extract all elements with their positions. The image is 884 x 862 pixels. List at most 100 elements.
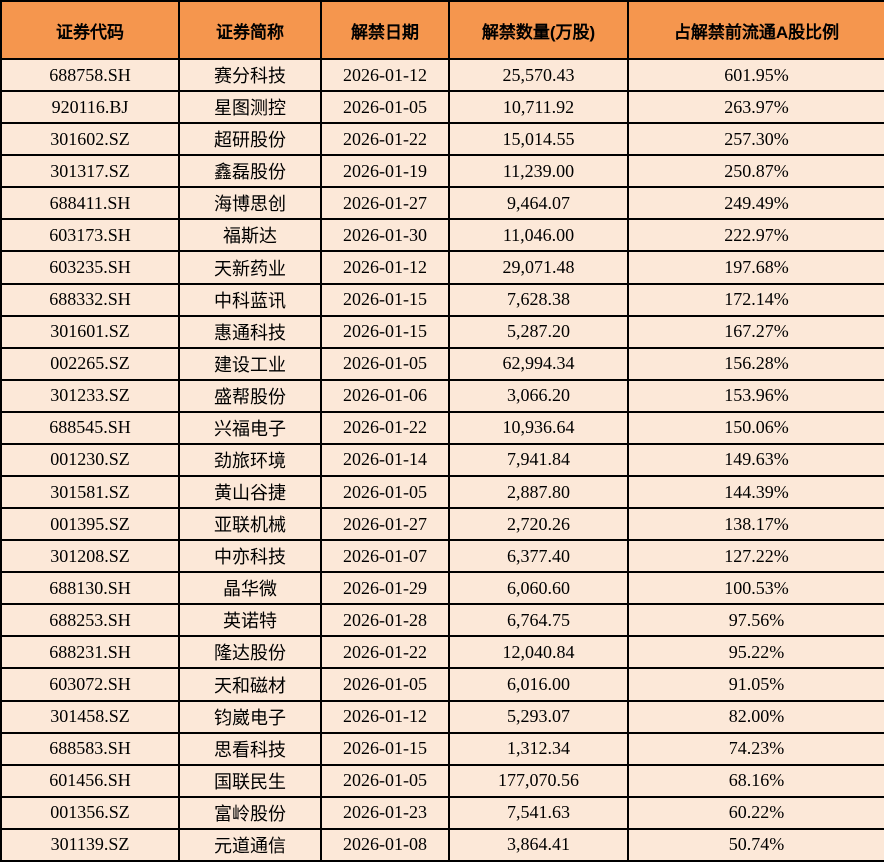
table-row: 688411.SH 海博思创 2026-01-27 9,464.07 249.49% xyxy=(0,186,884,221)
table-row: 301317.SZ 鑫磊股份 2026-01-19 11,239.00 250.87% xyxy=(0,154,884,189)
table-row: 688332.SH 中科蓝讯 2026-01-15 7,628.38 172.14% xyxy=(0,282,884,317)
cell-unlock-quantity: 5,293.07 xyxy=(448,699,629,734)
cell-security-code: 001230.SZ xyxy=(0,442,180,478)
table-row: 301233.SZ 盛帮股份 2026-01-06 3,066.20 153.96% xyxy=(0,378,884,413)
cell-ratio-before-unlock: 222.97% xyxy=(627,218,884,253)
cell-unlock-date: 2026-01-12 xyxy=(320,699,450,734)
cell-unlock-date: 2026-01-05 xyxy=(320,763,450,798)
cell-ratio-before-unlock: 197.68% xyxy=(627,250,884,285)
cell-security-code: 688231.SH xyxy=(0,635,180,670)
cell-security-code: 301581.SZ xyxy=(0,475,180,510)
cell-unlock-date: 2026-01-15 xyxy=(320,282,450,317)
cell-security-name: 海博思创 xyxy=(178,186,322,221)
cell-unlock-quantity: 11,046.00 xyxy=(448,218,629,253)
cell-ratio-before-unlock: 68.16% xyxy=(627,763,884,798)
cell-security-name: 盛帮股份 xyxy=(178,378,322,413)
cell-unlock-quantity: 6,764.75 xyxy=(448,603,629,638)
cell-security-name: 福斯达 xyxy=(178,218,322,253)
cell-security-name: 富岭股份 xyxy=(178,795,322,830)
cell-security-name: 隆达股份 xyxy=(178,635,322,670)
cell-unlock-date: 2026-01-22 xyxy=(320,410,450,445)
cell-unlock-date: 2026-01-05 xyxy=(320,90,450,125)
cell-security-code: 688253.SH xyxy=(0,603,180,638)
table-header-row: 证券代码 证券简称 解禁日期 解禁数量(万股) 占解禁前流通A股比例 xyxy=(0,0,884,60)
cell-ratio-before-unlock: 263.97% xyxy=(627,90,884,125)
cell-unlock-quantity: 7,628.38 xyxy=(448,282,629,317)
cell-unlock-date: 2026-01-15 xyxy=(320,731,450,766)
cell-unlock-quantity: 7,541.63 xyxy=(448,795,629,830)
cell-unlock-date: 2026-01-30 xyxy=(320,218,450,253)
cell-security-code: 301233.SZ xyxy=(0,378,180,413)
cell-unlock-quantity: 177,070.56 xyxy=(448,763,629,798)
header-security-name: 证券简称 xyxy=(178,0,322,60)
cell-security-name: 建设工业 xyxy=(178,346,322,381)
table-row: 301458.SZ 钧崴电子 2026-01-12 5,293.07 82.00% xyxy=(0,699,884,734)
header-ratio-before-unlock: 占解禁前流通A股比例 xyxy=(627,0,884,60)
cell-security-name: 天新药业 xyxy=(178,250,322,285)
cell-unlock-quantity: 6,016.00 xyxy=(448,667,629,702)
cell-security-name: 国联民生 xyxy=(178,763,322,798)
cell-unlock-quantity: 10,936.64 xyxy=(448,410,629,445)
cell-ratio-before-unlock: 167.27% xyxy=(627,314,884,349)
cell-security-name: 兴福电子 xyxy=(178,410,322,445)
table-row: 920116.BJ 星图测控 2026-01-05 10,711.92 263.97% xyxy=(0,90,884,125)
cell-security-name: 超研股份 xyxy=(178,122,322,157)
cell-security-code: 301208.SZ xyxy=(0,539,180,574)
table-row: 603173.SH 福斯达 2026-01-30 11,046.00 222.97% xyxy=(0,218,884,253)
table-row: 301602.SZ 超研股份 2026-01-22 15,014.55 257.30% xyxy=(0,122,884,157)
cell-security-name: 晶华微 xyxy=(178,571,322,606)
cell-unlock-date: 2026-01-05 xyxy=(320,475,450,510)
cell-security-code: 601456.SH xyxy=(0,763,180,798)
table-row: 688231.SH 隆达股份 2026-01-22 12,040.84 95.22% xyxy=(0,635,884,670)
cell-unlock-date: 2026-01-05 xyxy=(320,346,450,381)
cell-security-name: 天和磁材 xyxy=(178,667,322,702)
cell-ratio-before-unlock: 97.56% xyxy=(627,603,884,638)
cell-security-code: 688545.SH xyxy=(0,410,180,445)
table-row: 001356.SZ 富岭股份 2026-01-23 7,541.63 60.22% xyxy=(0,795,884,830)
cell-unlock-date: 2026-01-08 xyxy=(320,827,450,862)
cell-unlock-date: 2026-01-22 xyxy=(320,122,450,157)
cell-unlock-quantity: 25,570.43 xyxy=(448,57,629,93)
cell-security-code: 603173.SH xyxy=(0,218,180,253)
cell-ratio-before-unlock: 82.00% xyxy=(627,699,884,734)
cell-ratio-before-unlock: 257.30% xyxy=(627,122,884,157)
cell-unlock-date: 2026-01-23 xyxy=(320,795,450,830)
table-row: 688545.SH 兴福电子 2026-01-22 10,936.64 150.06% xyxy=(0,410,884,445)
table-row: 301601.SZ 惠通科技 2026-01-15 5,287.20 167.27% xyxy=(0,314,884,349)
cell-security-name: 鑫磊股份 xyxy=(178,154,322,189)
cell-security-name: 钧崴电子 xyxy=(178,699,322,734)
cell-security-name: 黄山谷捷 xyxy=(178,475,322,510)
table-row: 688130.SH 晶华微 2026-01-29 6,060.60 100.53% xyxy=(0,571,884,606)
cell-security-code: 301602.SZ xyxy=(0,122,180,157)
cell-ratio-before-unlock: 249.49% xyxy=(627,186,884,221)
header-security-code: 证券代码 xyxy=(0,0,180,60)
table-row: 002265.SZ 建设工业 2026-01-05 62,994.34 156.28% xyxy=(0,346,884,381)
cell-unlock-quantity: 3,066.20 xyxy=(448,378,629,413)
cell-security-name: 星图测控 xyxy=(178,90,322,125)
cell-unlock-quantity: 3,864.41 xyxy=(448,827,629,862)
cell-ratio-before-unlock: 601.95% xyxy=(627,57,884,93)
cell-security-code: 688758.SH xyxy=(0,57,180,93)
cell-security-name: 英诺特 xyxy=(178,603,322,638)
header-unlock-date: 解禁日期 xyxy=(320,0,450,60)
cell-unlock-date: 2026-01-28 xyxy=(320,603,450,638)
cell-unlock-quantity: 12,040.84 xyxy=(448,635,629,670)
cell-security-code: 688583.SH xyxy=(0,731,180,766)
cell-ratio-before-unlock: 74.23% xyxy=(627,731,884,766)
cell-security-code: 301317.SZ xyxy=(0,154,180,189)
table-body: 688758.SH 赛分科技 2026-01-12 25,570.43 601.95% 9… xyxy=(0,57,884,862)
cell-unlock-quantity: 2,887.80 xyxy=(448,475,629,510)
cell-unlock-date: 2026-01-05 xyxy=(320,667,450,702)
cell-unlock-quantity: 5,287.20 xyxy=(448,314,629,349)
table-row: 301139.SZ 元道通信 2026-01-08 3,864.41 50.74% xyxy=(0,827,884,862)
cell-unlock-date: 2026-01-07 xyxy=(320,539,450,574)
cell-unlock-quantity: 62,994.34 xyxy=(448,346,629,381)
table-row: 688758.SH 赛分科技 2026-01-12 25,570.43 601.95% xyxy=(0,57,884,93)
cell-unlock-quantity: 9,464.07 xyxy=(448,186,629,221)
cell-security-name: 赛分科技 xyxy=(178,57,322,93)
cell-ratio-before-unlock: 95.22% xyxy=(627,635,884,670)
cell-unlock-date: 2026-01-12 xyxy=(320,57,450,93)
cell-unlock-date: 2026-01-15 xyxy=(320,314,450,349)
cell-unlock-date: 2026-01-29 xyxy=(320,571,450,606)
